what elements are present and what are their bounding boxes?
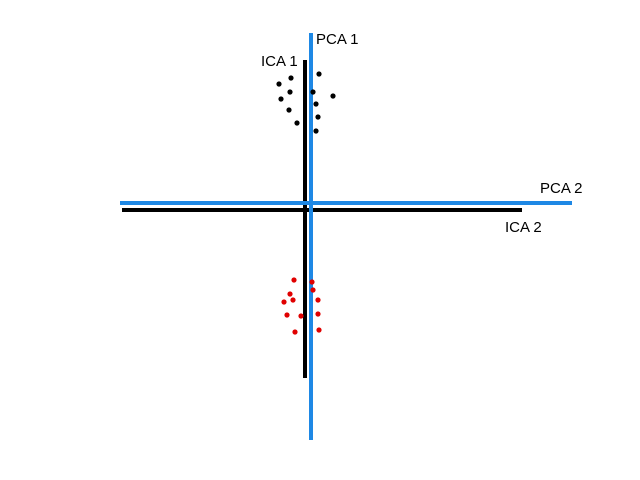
upper-cluster-point: [294, 120, 300, 126]
lower-cluster-point: [298, 313, 304, 319]
upper-cluster-point: [287, 89, 293, 95]
lower-cluster-point: [291, 277, 297, 283]
lower-cluster-point: [315, 311, 321, 317]
lower-cluster-point: [316, 327, 322, 333]
upper-cluster-point: [286, 107, 292, 113]
upper-cluster: [276, 71, 336, 134]
upper-cluster-point: [288, 75, 294, 81]
upper-cluster-point: [315, 114, 321, 120]
lower-cluster-point: [290, 297, 296, 303]
upper-cluster-point: [313, 101, 319, 107]
ica2-label: ICA 2: [505, 219, 542, 236]
upper-cluster-point: [313, 128, 319, 134]
lower-cluster-point: [287, 291, 293, 297]
upper-cluster-point: [278, 96, 284, 102]
upper-cluster-point: [316, 71, 322, 77]
ica1-label: ICA 1: [261, 53, 298, 70]
lower-cluster-point: [284, 312, 290, 318]
lower-cluster-point: [292, 329, 298, 335]
lower-cluster-point: [281, 299, 287, 305]
upper-cluster-point: [276, 81, 282, 87]
pca1-label: PCA 1: [316, 31, 359, 48]
lower-cluster-point: [310, 287, 316, 293]
upper-cluster-point: [330, 93, 336, 99]
upper-cluster-point: [310, 89, 316, 95]
lower-cluster-point: [315, 297, 321, 303]
lower-cluster-point: [309, 279, 315, 285]
lower-cluster: [281, 277, 322, 335]
pca2-label: PCA 2: [540, 180, 583, 197]
